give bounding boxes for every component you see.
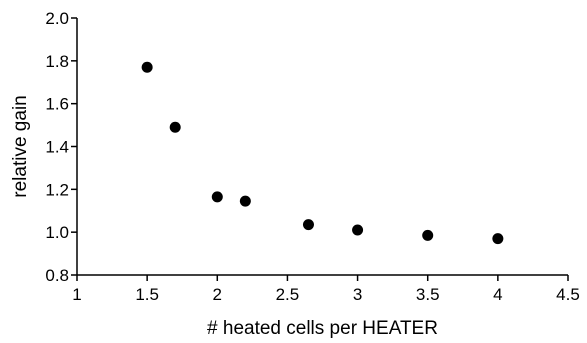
x-tick-label: 1 bbox=[72, 285, 81, 304]
y-tick-label: 1.8 bbox=[45, 52, 69, 71]
data-point bbox=[302, 219, 314, 231]
data-point bbox=[141, 61, 153, 73]
x-tick-label: 2.5 bbox=[276, 285, 300, 304]
x-tick-label: 4 bbox=[493, 285, 502, 304]
y-tick-label: 0.8 bbox=[45, 266, 69, 285]
data-point bbox=[211, 191, 223, 203]
data-points bbox=[141, 61, 504, 245]
data-point bbox=[169, 121, 181, 133]
plot-area: 1 1.5 2 2.5 3 3.5 4 4.5 0.8 1.0 1.2 1.4 1.6 1.8 2.0 bbox=[45, 9, 579, 304]
y-tick-label: 2.0 bbox=[45, 9, 69, 28]
data-point bbox=[492, 233, 504, 245]
data-point bbox=[352, 224, 364, 236]
y-axis-title: relative gain bbox=[10, 95, 31, 197]
x-axis-title: # heated cells per HEATER bbox=[207, 318, 438, 339]
x-tick-label: 3.5 bbox=[416, 285, 440, 304]
y-tick-label: 1.0 bbox=[45, 223, 69, 242]
data-point bbox=[422, 229, 434, 241]
x-tick-label: 3 bbox=[353, 285, 362, 304]
y-tick-label: 1.4 bbox=[45, 138, 69, 157]
x-tick-label: 2 bbox=[213, 285, 222, 304]
y-tick-label: 1.6 bbox=[45, 95, 69, 114]
x-tick-label: 4.5 bbox=[556, 285, 580, 304]
x-axis-ticks: 1 1.5 2 2.5 3 3.5 4 4.5 bbox=[72, 275, 580, 304]
y-tick-label: 1.2 bbox=[45, 180, 69, 199]
y-axis-ticks: 0.8 1.0 1.2 1.4 1.6 1.8 2.0 bbox=[45, 9, 77, 285]
data-point bbox=[239, 195, 251, 207]
x-tick-label: 1.5 bbox=[135, 285, 159, 304]
